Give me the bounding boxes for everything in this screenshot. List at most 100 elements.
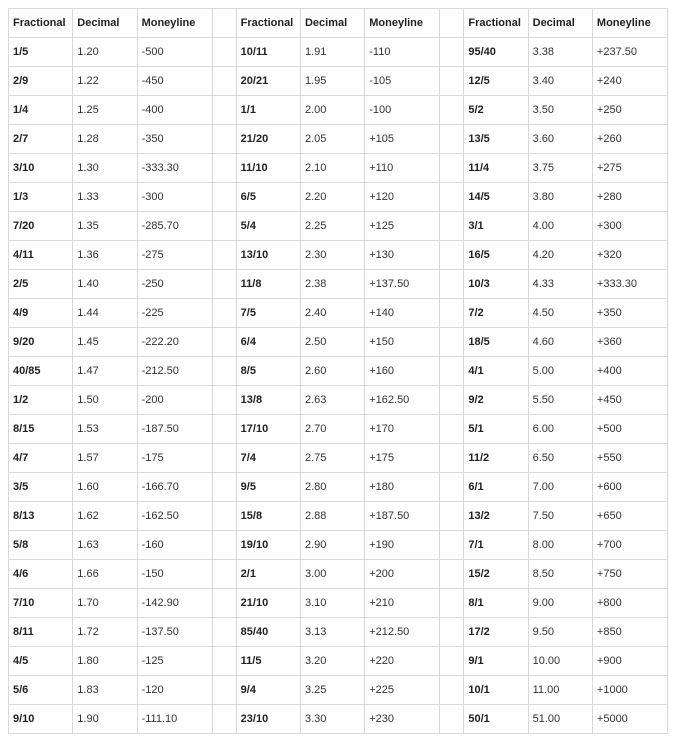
cell-fractional: 18/5 [464, 328, 528, 357]
header-decimal: Decimal [528, 9, 592, 38]
gap-cell [212, 328, 236, 357]
cell-moneyline: +280 [592, 183, 667, 212]
cell-decimal: 8.50 [528, 560, 592, 589]
cell-decimal: 2.63 [300, 386, 364, 415]
cell-decimal: 2.50 [300, 328, 364, 357]
gap-cell [440, 328, 464, 357]
cell-fractional: 12/5 [464, 67, 528, 96]
cell-decimal: 2.10 [300, 154, 364, 183]
cell-decimal: 2.40 [300, 299, 364, 328]
cell-moneyline: +320 [592, 241, 667, 270]
cell-fractional: 13/10 [236, 241, 300, 270]
cell-fractional: 21/20 [236, 125, 300, 154]
cell-fractional: 1/1 [236, 96, 300, 125]
header-decimal: Decimal [73, 9, 137, 38]
cell-fractional: 85/40 [236, 618, 300, 647]
cell-fractional: 7/2 [464, 299, 528, 328]
cell-moneyline: +130 [365, 241, 440, 270]
gap-cell [440, 241, 464, 270]
cell-fractional: 3/5 [9, 473, 73, 502]
cell-fractional: 9/20 [9, 328, 73, 357]
gap-cell [212, 299, 236, 328]
cell-fractional: 16/5 [464, 241, 528, 270]
cell-decimal: 3.80 [528, 183, 592, 212]
cell-moneyline: -250 [137, 270, 212, 299]
cell-moneyline: +275 [592, 154, 667, 183]
gap-cell [212, 415, 236, 444]
header-moneyline: Moneyline [365, 9, 440, 38]
cell-fractional: 4/1 [464, 357, 528, 386]
cell-fractional: 13/5 [464, 125, 528, 154]
cell-fractional: 40/85 [9, 357, 73, 386]
cell-decimal: 1.53 [73, 415, 137, 444]
cell-decimal: 7.50 [528, 502, 592, 531]
cell-decimal: 1.35 [73, 212, 137, 241]
cell-moneyline: -200 [137, 386, 212, 415]
cell-moneyline: +750 [592, 560, 667, 589]
cell-decimal: 2.70 [300, 415, 364, 444]
cell-fractional: 20/21 [236, 67, 300, 96]
gap-cell [440, 502, 464, 531]
cell-decimal: 1.45 [73, 328, 137, 357]
cell-fractional: 15/8 [236, 502, 300, 531]
header-decimal: Decimal [300, 9, 364, 38]
cell-decimal: 11.00 [528, 676, 592, 705]
table-row: 8/111.72-137.5085/403.13+212.5017/29.50+… [9, 618, 668, 647]
gap-cell [212, 154, 236, 183]
cell-fractional: 7/20 [9, 212, 73, 241]
cell-moneyline: -137.50 [137, 618, 212, 647]
gap-cell [212, 270, 236, 299]
cell-moneyline: +260 [592, 125, 667, 154]
cell-decimal: 6.50 [528, 444, 592, 473]
cell-fractional: 7/10 [9, 589, 73, 618]
cell-fractional: 7/1 [464, 531, 528, 560]
cell-fractional: 6/1 [464, 473, 528, 502]
cell-decimal: 2.88 [300, 502, 364, 531]
cell-fractional: 6/4 [236, 328, 300, 357]
gap-cell [440, 676, 464, 705]
cell-decimal: 5.50 [528, 386, 592, 415]
header-moneyline: Moneyline [592, 9, 667, 38]
cell-fractional: 5/2 [464, 96, 528, 125]
gap-cell [440, 560, 464, 589]
cell-decimal: 3.13 [300, 618, 364, 647]
table-row: 2/71.28-35021/202.05+10513/53.60+260 [9, 125, 668, 154]
gap-cell [212, 618, 236, 647]
cell-decimal: 2.75 [300, 444, 364, 473]
cell-decimal: 3.10 [300, 589, 364, 618]
gap-cell [440, 589, 464, 618]
table-row: 7/101.70-142.9021/103.10+2108/19.00+800 [9, 589, 668, 618]
cell-decimal: 1.22 [73, 67, 137, 96]
cell-decimal: 9.00 [528, 589, 592, 618]
header-gap [440, 9, 464, 38]
cell-decimal: 3.25 [300, 676, 364, 705]
table-row: 4/51.80-12511/53.20+2209/110.00+900 [9, 647, 668, 676]
cell-decimal: 3.60 [528, 125, 592, 154]
cell-fractional: 7/4 [236, 444, 300, 473]
cell-fractional: 5/6 [9, 676, 73, 705]
gap-cell [212, 676, 236, 705]
cell-decimal: 6.00 [528, 415, 592, 444]
cell-fractional: 4/11 [9, 241, 73, 270]
cell-decimal: 8.00 [528, 531, 592, 560]
cell-decimal: 3.00 [300, 560, 364, 589]
cell-moneyline: -162.50 [137, 502, 212, 531]
gap-cell [440, 299, 464, 328]
gap-cell [212, 473, 236, 502]
cell-fractional: 17/10 [236, 415, 300, 444]
cell-moneyline: -400 [137, 96, 212, 125]
cell-decimal: 2.20 [300, 183, 364, 212]
cell-decimal: 1.25 [73, 96, 137, 125]
cell-fractional: 17/2 [464, 618, 528, 647]
table-row: 4/111.36-27513/102.30+13016/54.20+320 [9, 241, 668, 270]
header-fractional: Fractional [236, 9, 300, 38]
cell-moneyline: +105 [365, 125, 440, 154]
cell-decimal: 2.05 [300, 125, 364, 154]
cell-moneyline: +1000 [592, 676, 667, 705]
gap-cell [212, 502, 236, 531]
cell-moneyline: -350 [137, 125, 212, 154]
cell-decimal: 1.60 [73, 473, 137, 502]
gap-cell [440, 270, 464, 299]
cell-moneyline: +120 [365, 183, 440, 212]
gap-cell [212, 444, 236, 473]
